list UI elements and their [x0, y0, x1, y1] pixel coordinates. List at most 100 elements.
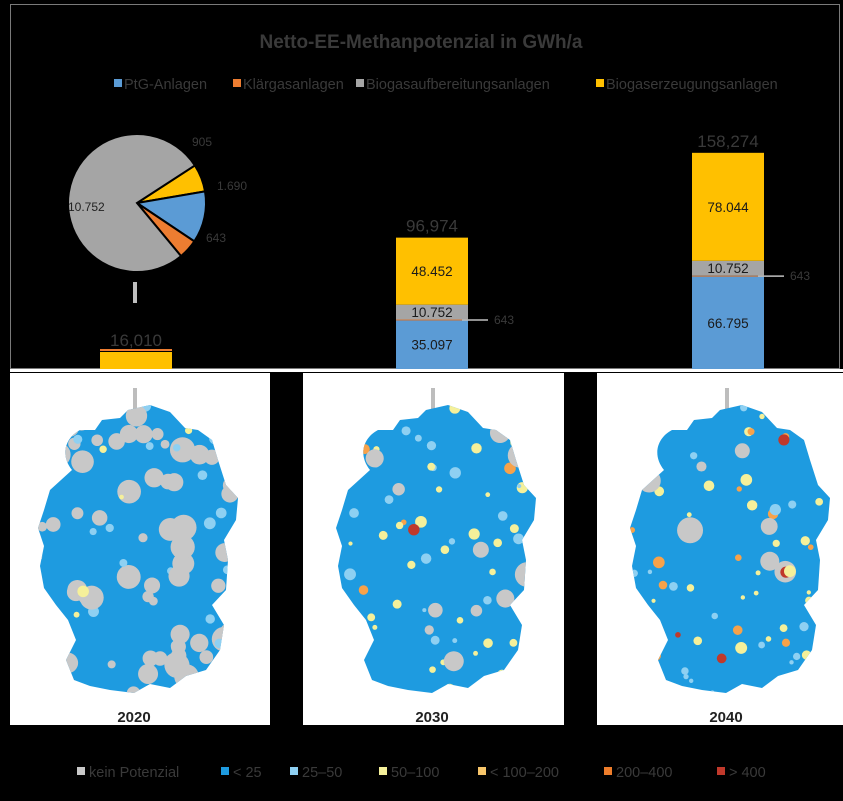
- map-cell: [473, 650, 478, 656]
- map-cell: [760, 551, 780, 571]
- map-year-label: 2020: [117, 709, 150, 726]
- map-cell: [45, 517, 61, 532]
- map-cell: [468, 528, 480, 540]
- map-cell: [760, 517, 778, 535]
- map-legend-label: < 25: [233, 765, 262, 781]
- map-cell: [190, 633, 209, 653]
- map-cell: [205, 614, 215, 624]
- map-cell: [358, 585, 369, 595]
- map-cell: [504, 462, 516, 475]
- bar-segment: [100, 352, 172, 369]
- maps: 2020 2030 2040: [10, 373, 843, 726]
- map-cell: [170, 639, 186, 655]
- map-cell: [772, 539, 780, 548]
- bar-segment: [396, 319, 468, 321]
- map-cell: [456, 617, 464, 624]
- map-cell: [144, 468, 164, 488]
- map-cell: [71, 450, 94, 474]
- map-cell: [429, 666, 436, 673]
- bar-value-label: 643: [494, 313, 514, 327]
- map-cell: [392, 483, 405, 496]
- map-cell: [732, 625, 743, 635]
- map-cell: [138, 533, 148, 543]
- chart-legend: PtG-Anlagen Klärgasanlagen Biogasaufbereit…: [114, 77, 778, 93]
- map-cell: [73, 434, 83, 444]
- legend-swatch: [114, 79, 122, 87]
- map-year-label: 2030: [415, 709, 448, 726]
- stacked-bars: 16,010 35.097 643 10.752 48.452 96,974 66.795 6…: [100, 132, 810, 369]
- map-cell: [716, 653, 727, 664]
- map-cell: [669, 581, 678, 591]
- map-cell: [170, 624, 190, 644]
- map-cell: [651, 598, 656, 603]
- map-cell: [91, 510, 108, 526]
- bar-value-label: 643: [790, 269, 810, 283]
- map-cell: [509, 524, 519, 534]
- map-cell: [349, 508, 359, 518]
- map-cell: [675, 632, 681, 638]
- map-cell: [168, 565, 190, 587]
- map-cell: [401, 426, 411, 436]
- map-cell: [117, 479, 141, 504]
- map-cell: [778, 434, 790, 446]
- map-cell: [793, 652, 801, 661]
- map-cell: [493, 538, 503, 548]
- map-cell: [427, 462, 436, 471]
- map-cell: [470, 604, 483, 617]
- map-cell: [420, 553, 432, 564]
- map-cell: [681, 667, 689, 675]
- map-cell: [365, 449, 384, 468]
- legend-label: Biogasaufbereitungsanlagen: [366, 77, 550, 93]
- bar-total-label: 16,010: [110, 331, 162, 350]
- map-cell: [426, 440, 437, 451]
- map-cell: [160, 473, 176, 490]
- map-cell: [422, 608, 427, 613]
- bar-segment: [692, 276, 764, 369]
- map-cell: [125, 405, 148, 427]
- map-cell: [169, 437, 196, 463]
- bar-value-label: 10.752: [707, 261, 748, 276]
- map-cell: [430, 635, 440, 645]
- bar-value-label: 35.097: [411, 338, 452, 353]
- map-cell: [99, 445, 107, 453]
- map-cell: [415, 515, 427, 528]
- map-cell: [483, 596, 492, 605]
- map-cell: [746, 500, 758, 511]
- map-cell: [148, 596, 158, 606]
- map-cell: [107, 660, 116, 669]
- map-legend-swatch: [478, 767, 486, 775]
- map-cell: [443, 651, 464, 672]
- pie-chart-2020: 905 1.690 643 10.752: [67, 133, 247, 273]
- map-cell: [204, 449, 220, 465]
- pie-label: 643: [206, 231, 226, 245]
- map-cell: [408, 523, 420, 536]
- map-cell: [189, 444, 210, 465]
- bar-segment: [396, 304, 468, 320]
- map-cell: [755, 570, 761, 576]
- map-cell: [758, 641, 766, 649]
- bar-value-label: 66.795: [707, 316, 748, 331]
- map-cell: [807, 544, 814, 550]
- map-cell: [414, 434, 422, 442]
- bar-segment: [396, 320, 468, 369]
- map-cell: [496, 589, 515, 608]
- map-cell: [440, 545, 450, 554]
- map-cell: [152, 651, 168, 666]
- map-cell: [160, 439, 170, 449]
- map-cell: [119, 494, 124, 500]
- map-cell: [172, 443, 181, 452]
- map-legend-swatch: [379, 767, 387, 775]
- map-cell: [689, 678, 694, 684]
- map-cell: [89, 528, 97, 536]
- map-cell: [378, 530, 388, 540]
- map-cell: [448, 538, 456, 545]
- map-cell: [372, 624, 378, 630]
- map-cell: [747, 428, 755, 436]
- map-cell: [513, 533, 524, 545]
- map-cell: [686, 584, 695, 592]
- bar-total-label: 158,274: [697, 132, 758, 151]
- map-cell: [683, 673, 689, 680]
- map-cell: [736, 486, 742, 492]
- map-cell: [348, 541, 353, 546]
